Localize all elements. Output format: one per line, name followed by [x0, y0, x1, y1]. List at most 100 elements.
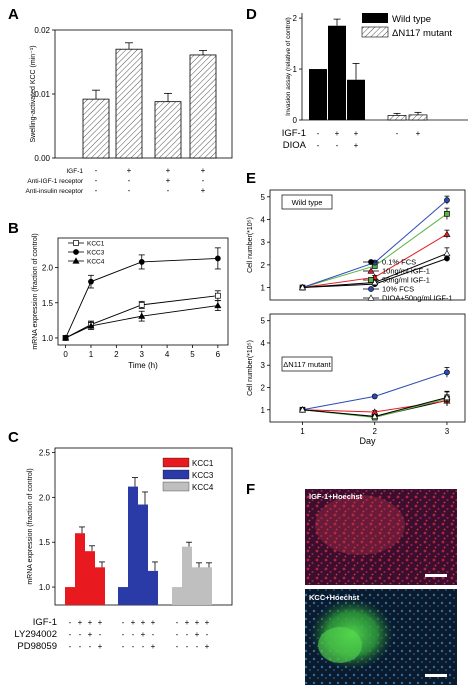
legend-label: KCC4 — [192, 483, 214, 492]
x-axis-label: Day — [359, 436, 376, 446]
treatment-sign: - — [176, 630, 179, 639]
data-point — [443, 249, 451, 257]
data-point — [215, 292, 221, 299]
treatment-sign: + — [195, 618, 200, 627]
treatment-label: IGF-1 — [66, 168, 83, 175]
treatment-sign: + — [141, 618, 146, 627]
legend-marker — [367, 267, 375, 274]
treatment-sign: - — [99, 630, 102, 639]
legend-swatch — [162, 469, 190, 480]
treatment-sign: - — [176, 618, 179, 627]
treatment-sign: + — [98, 642, 103, 651]
y-axis-label: mRNA expression (fraction of control) — [32, 233, 39, 349]
data-point — [443, 393, 451, 401]
treatment-sign: + — [131, 618, 136, 627]
panel-label-f: F — [246, 481, 255, 498]
data-point — [298, 406, 307, 413]
legend-marker — [368, 277, 374, 283]
bar — [128, 486, 138, 605]
treatment-sign: + — [88, 630, 93, 639]
legend-swatch — [362, 13, 388, 23]
y-tick-label: 3 — [261, 361, 266, 370]
bar — [328, 25, 346, 120]
treatment-sign: + — [195, 630, 200, 639]
treatment-sign: + — [354, 141, 359, 150]
treatment-label: IGF-1 — [33, 617, 57, 628]
y-tick-label: 0.01 — [34, 90, 50, 99]
y-tick-label: 2.5 — [39, 448, 51, 457]
treatment-sign: + — [127, 166, 132, 175]
legend-label: 10% FCS — [382, 285, 414, 294]
y-tick-label: 1.0 — [39, 583, 51, 592]
scale-bar — [425, 574, 447, 577]
data-point — [371, 393, 378, 400]
treatment-sign: - — [95, 176, 98, 185]
treatment-sign: - — [336, 141, 339, 150]
treatment-sign: - — [176, 642, 179, 651]
bar — [95, 567, 105, 605]
micrograph-top-label: IGF-1+Hoechst — [309, 492, 363, 501]
bar — [347, 79, 365, 120]
treatment-sign: - — [79, 630, 82, 639]
treatment-sign: - — [122, 642, 125, 651]
legend-label: 50ng/ml IGF-1 — [382, 276, 430, 285]
treatment-sign: + — [98, 618, 103, 627]
legend-marker — [367, 294, 375, 301]
bar — [138, 504, 148, 605]
data-point — [214, 255, 221, 262]
treatment-label: Anti-insulin receptor — [26, 188, 84, 195]
x-axis-label: Time (h) — [128, 361, 158, 370]
treatment-sign: + — [205, 642, 210, 651]
bar — [118, 587, 128, 605]
treatment-sign: - — [79, 642, 82, 651]
plot-frame — [57, 237, 229, 346]
legend-label: KCC1 — [192, 459, 214, 468]
y-tick-label: 2 — [261, 383, 266, 392]
bar — [192, 567, 202, 605]
data-point — [444, 210, 450, 217]
treatment-sign: + — [354, 129, 359, 138]
y-axis-label: mRNA expression (fraction of control) — [27, 468, 34, 584]
micrograph-kcc-hoechst: KCC+Hoechst — [305, 589, 457, 685]
series-line — [65, 305, 218, 339]
legend-label: 0.1% FCS — [382, 258, 416, 267]
y-tick-label: 2.0 — [39, 493, 51, 502]
bar — [309, 69, 327, 120]
treatment-sign: - — [317, 129, 320, 138]
panel-label-e: E — [246, 170, 256, 187]
y-axis-label: Swelling-activated KCC (min⁻¹) — [30, 45, 37, 142]
panel-label-a: A — [8, 6, 19, 23]
bar — [154, 101, 182, 159]
treatment-sign: - — [202, 176, 205, 185]
y-tick-label: 0.02 — [34, 26, 50, 35]
y-tick-label: 1.0 — [42, 334, 54, 343]
data-point — [138, 312, 146, 319]
treatment-sign: - — [128, 186, 131, 195]
treatment-sign: + — [416, 129, 421, 138]
bar — [115, 48, 143, 159]
treatment-sign: + — [185, 618, 190, 627]
plot-frame — [269, 189, 466, 301]
data-point — [214, 301, 222, 309]
x-tick-label: 6 — [216, 350, 221, 359]
bar — [85, 551, 95, 605]
treatment-sign: - — [122, 630, 125, 639]
legend-label: 10ng/ml IGF-1 — [382, 267, 430, 276]
treatment-sign: - — [167, 186, 170, 195]
x-tick-label: 4 — [165, 350, 170, 359]
legend-label: KCC4 — [87, 259, 105, 266]
treatment-sign: + — [205, 618, 210, 627]
x-tick-label: 1 — [89, 350, 94, 359]
bar — [172, 587, 182, 605]
y-tick-label: 4 — [261, 339, 266, 348]
legend-marker — [73, 240, 79, 246]
x-tick-label: 3 — [445, 427, 450, 436]
data-point — [88, 278, 94, 285]
treatment-sign: - — [142, 642, 145, 651]
data-point — [87, 322, 95, 329]
treatment-label: LY294002 — [14, 629, 57, 640]
y-axis-label: Cell number(*10⁵) — [247, 340, 254, 396]
y-tick-label: 0 — [293, 116, 298, 125]
treatment-sign: + — [335, 129, 340, 138]
